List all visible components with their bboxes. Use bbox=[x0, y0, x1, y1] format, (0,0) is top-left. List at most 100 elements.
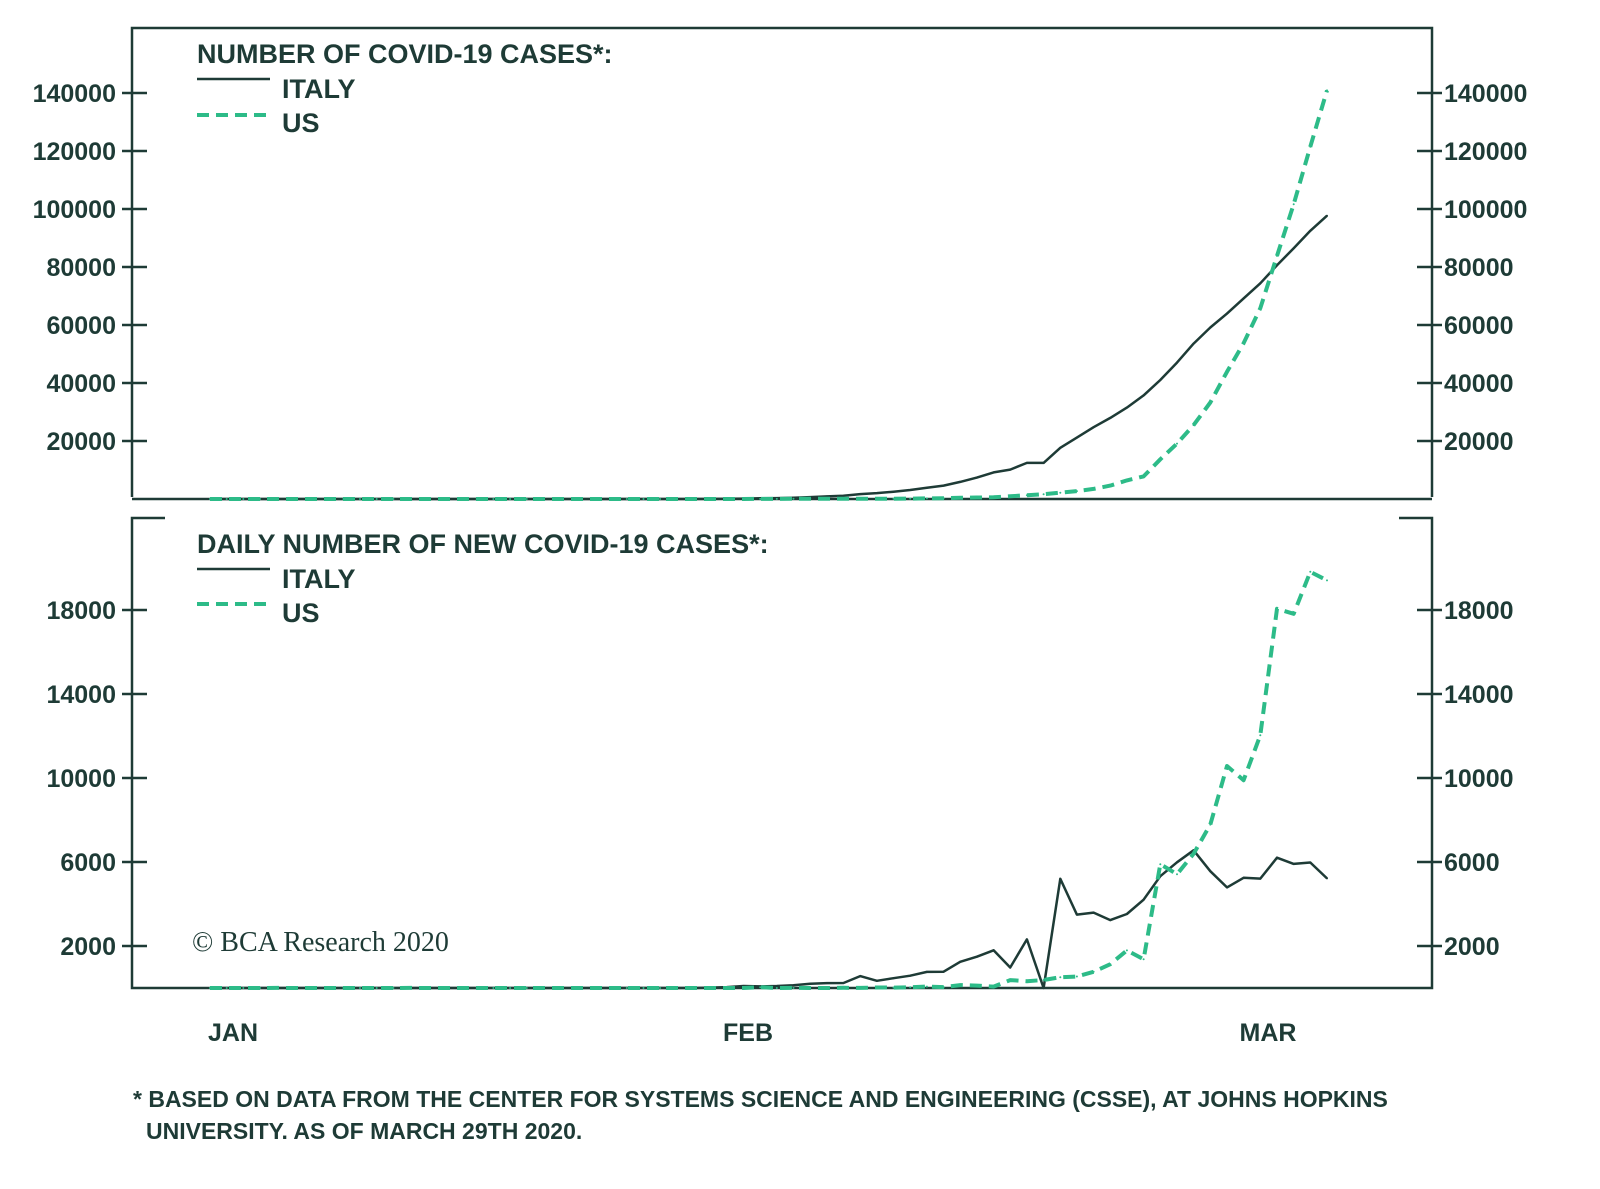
top-italy-point bbox=[892, 490, 895, 493]
y-tick-label-left: 18000 bbox=[46, 597, 116, 625]
copyright-logo: © BCA Research 2020 bbox=[192, 927, 449, 958]
top-italy-point bbox=[1192, 342, 1195, 345]
top-italy-point bbox=[1109, 416, 1112, 419]
bottom-us-point bbox=[542, 987, 545, 989]
bottom-us-point bbox=[1309, 570, 1312, 573]
y-tick-label-right: 14000 bbox=[1444, 681, 1514, 709]
bottom-series-us-line bbox=[210, 569, 1328, 990]
bottom-us-point bbox=[209, 987, 211, 989]
bottom-us-point bbox=[342, 987, 345, 989]
top-us-point bbox=[325, 498, 328, 500]
top-us-point bbox=[292, 498, 295, 500]
top-italy-point bbox=[875, 492, 878, 495]
top-legend-us: US bbox=[282, 108, 320, 138]
top-us-point bbox=[1109, 484, 1112, 487]
top-us-point bbox=[1209, 401, 1212, 404]
bottom-legend-us: US bbox=[282, 598, 320, 628]
top-italy-point bbox=[909, 489, 912, 491]
top-us-point bbox=[275, 498, 278, 500]
top-us-point bbox=[792, 497, 795, 500]
top-us-point bbox=[209, 498, 211, 500]
top-us-point bbox=[425, 498, 428, 500]
bottom-us-point bbox=[475, 987, 478, 989]
top-us-point bbox=[709, 498, 712, 500]
bottom-italy-point bbox=[859, 975, 862, 978]
bottom-us-point bbox=[692, 987, 695, 989]
top-us-point bbox=[909, 497, 912, 500]
top-us-point bbox=[475, 498, 478, 500]
bottom-us-point bbox=[275, 986, 278, 989]
top-us-point bbox=[242, 498, 245, 500]
bottom-us-point bbox=[459, 987, 462, 989]
bottom-us-point bbox=[959, 984, 962, 987]
bottom-us-point bbox=[509, 987, 512, 989]
top-us-point bbox=[525, 498, 528, 500]
top-us-point bbox=[1042, 493, 1045, 496]
top-italy-point bbox=[942, 484, 945, 487]
top-us-point bbox=[492, 498, 495, 500]
y-tick-label-right: 60000 bbox=[1444, 312, 1514, 340]
y-tick-label-right: 100000 bbox=[1444, 196, 1527, 224]
top-us-point bbox=[959, 496, 962, 499]
bottom-us-point bbox=[575, 987, 578, 989]
y-tick-label-right: 18000 bbox=[1444, 597, 1514, 625]
bottom-us-point bbox=[1292, 612, 1295, 615]
series-lines bbox=[209, 89, 1329, 990]
top-italy-point bbox=[1226, 312, 1228, 315]
top-us-point bbox=[392, 498, 395, 500]
top-us-point bbox=[642, 498, 645, 500]
bottom-us-point bbox=[325, 987, 328, 989]
bottom-italy-point bbox=[809, 982, 812, 985]
top-italy-point bbox=[1176, 361, 1178, 364]
y-tick-label-right: 80000 bbox=[1444, 254, 1514, 282]
top-italy-point bbox=[1242, 297, 1245, 300]
bottom-us-point bbox=[742, 987, 745, 989]
top-us-point bbox=[1326, 89, 1328, 92]
bottom-italy-point bbox=[1125, 913, 1128, 915]
axis-ticks: 20000 20000 40000 40000 60000 60000 80000 80000… bbox=[33, 80, 1528, 961]
bottom-us-point bbox=[1042, 979, 1045, 981]
x-label-feb: FEB bbox=[723, 1019, 773, 1047]
top-italy-point bbox=[1292, 247, 1295, 250]
bottom-us-point bbox=[675, 987, 678, 989]
bottom-panel-title: DAILY NUMBER OF NEW COVID-19 CASES*: bbox=[197, 529, 769, 559]
bottom-italy-point bbox=[792, 984, 795, 987]
top-us-point bbox=[1292, 203, 1295, 206]
top-italy-point bbox=[1025, 461, 1028, 464]
y-tick-label-left: 2000 bbox=[60, 933, 116, 961]
top-us-point bbox=[1075, 490, 1078, 493]
bottom-italy-point bbox=[1142, 898, 1145, 901]
bottom-legend-italy: ITALY bbox=[282, 564, 356, 594]
bottom-us-point bbox=[825, 987, 828, 989]
bottom-italy-point bbox=[825, 982, 828, 985]
bottom-us-point bbox=[1059, 976, 1062, 979]
y-tick-label-left: 6000 bbox=[60, 849, 116, 877]
top-italy-point bbox=[1209, 326, 1212, 329]
bottom-italy-point bbox=[1176, 861, 1178, 864]
top-us-point bbox=[1259, 307, 1262, 310]
bottom-italy-point bbox=[1242, 876, 1245, 879]
top-italy-point bbox=[1276, 264, 1278, 267]
bottom-italy-point bbox=[892, 977, 895, 980]
bottom-us-point bbox=[309, 987, 311, 989]
top-italy-point bbox=[975, 476, 978, 479]
bottom-us-point bbox=[659, 987, 662, 989]
top-us-point bbox=[1059, 491, 1062, 494]
footnote-line-1: * BASED ON DATA FROM THE CENTER FOR SYST… bbox=[133, 1086, 1388, 1112]
top-us-point bbox=[459, 498, 462, 500]
top-us-point bbox=[842, 497, 845, 500]
top-italy-point bbox=[925, 486, 928, 489]
bottom-us-point bbox=[259, 987, 261, 989]
top-us-point bbox=[1142, 475, 1145, 478]
top-us-point bbox=[875, 497, 878, 500]
top-italy-point bbox=[959, 480, 962, 483]
top-us-point bbox=[1242, 342, 1245, 345]
top-italy-point bbox=[1142, 394, 1145, 397]
bottom-us-point bbox=[1142, 958, 1145, 961]
top-us-point bbox=[359, 498, 361, 500]
y-tick-label-left: 120000 bbox=[33, 138, 116, 166]
bottom-italy-point bbox=[1092, 911, 1095, 914]
bottom-us-point bbox=[1226, 765, 1228, 767]
top-us-point bbox=[1226, 370, 1228, 373]
bottom-us-point bbox=[925, 985, 928, 988]
